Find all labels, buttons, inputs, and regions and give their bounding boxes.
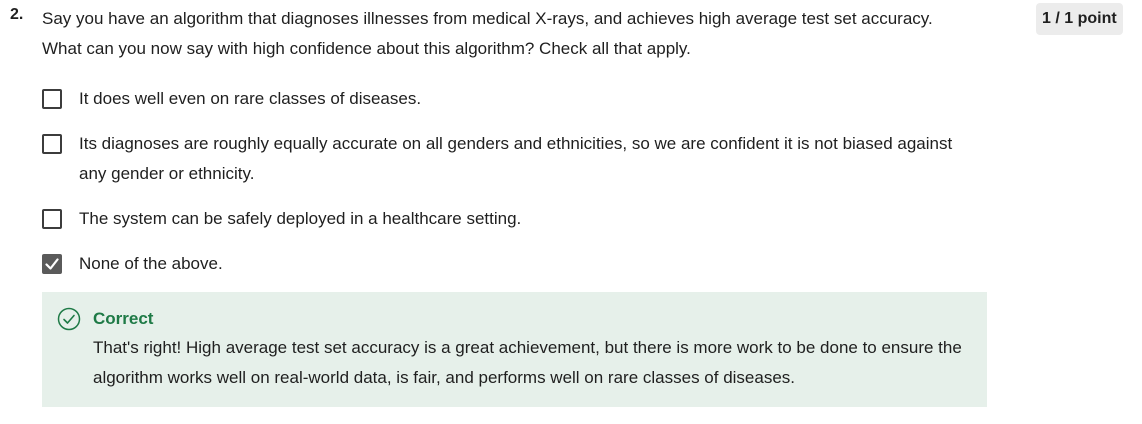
question-text: Say you have an algorithm that diagnoses… — [42, 9, 933, 58]
feedback-panel: Correct That's right! High average test … — [42, 292, 987, 407]
feedback-status: Correct — [93, 309, 154, 328]
checkbox-checked[interactable] — [42, 254, 62, 274]
points-badge: 1 / 1 point — [1036, 3, 1123, 35]
question-number: 2. — [10, 6, 24, 23]
option-label: The system can be safely deployed in a h… — [79, 209, 522, 228]
option-label: It does well even on rare classes of dis… — [79, 89, 422, 108]
check-circle-icon — [57, 307, 81, 331]
checkbox[interactable] — [42, 209, 62, 229]
checkbox[interactable] — [42, 134, 62, 154]
checkmark-icon — [45, 258, 59, 270]
option-label: Its diagnoses are roughly equally accura… — [79, 134, 953, 183]
option-label: None of the above. — [79, 254, 223, 273]
feedback-message: That's right! High average test set accu… — [93, 338, 962, 387]
checkbox[interactable] — [42, 89, 62, 109]
